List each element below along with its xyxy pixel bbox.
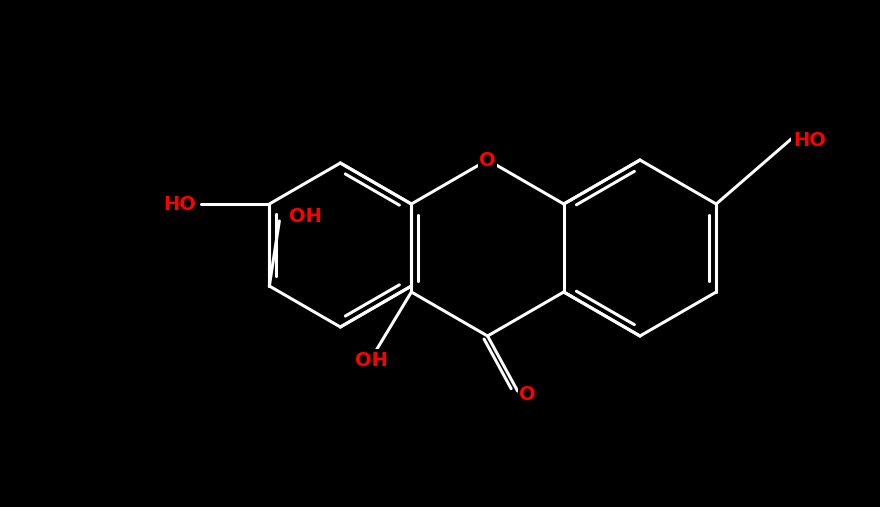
Text: O: O [480,151,496,169]
Text: O: O [519,384,536,404]
Text: HO: HO [793,131,825,151]
Text: HO: HO [164,195,196,213]
Text: OH: OH [355,350,388,370]
Text: OH: OH [290,206,322,226]
